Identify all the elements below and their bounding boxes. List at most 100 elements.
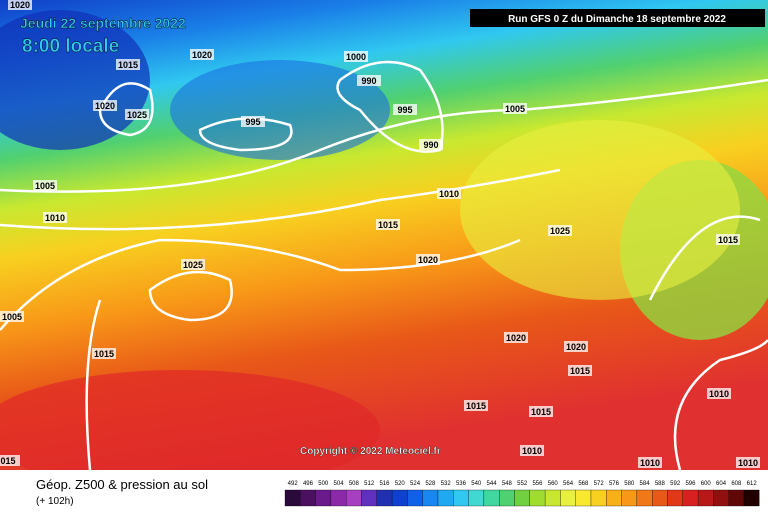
scale-swatch	[514, 489, 530, 507]
scale-swatch	[560, 489, 576, 507]
isobar-label: 995	[397, 105, 412, 115]
isobar-label: 1015	[466, 401, 486, 411]
isobar-label: 1025	[127, 110, 147, 120]
isobar-label-bg	[116, 59, 140, 70]
scale-label: 504	[334, 481, 345, 487]
scale-label: 584	[640, 481, 651, 487]
scale-swatch	[575, 489, 592, 507]
isobar-label: 015	[0, 456, 15, 466]
isobar-label: 1000	[346, 52, 366, 62]
isobar-label: 1025	[183, 260, 203, 270]
isobar-label-bg	[0, 311, 24, 322]
isobar-label-bg	[181, 259, 205, 270]
scale-swatch	[529, 489, 546, 507]
scale-label: 572	[594, 481, 605, 487]
scale-label: 524	[410, 481, 421, 487]
isobar-label: 1020	[10, 0, 30, 10]
scale-label: 592	[670, 481, 681, 487]
isobar-label-bg	[241, 116, 265, 127]
isobar-label: 1015	[94, 349, 114, 359]
scale-swatch	[728, 489, 745, 507]
isobar-label-bg	[716, 234, 740, 245]
scale-label: 580	[624, 481, 635, 487]
scale-swatch	[652, 489, 668, 507]
scale-swatch	[499, 489, 515, 507]
isobar-label-bg	[707, 388, 731, 399]
isobar-label: 1010	[522, 446, 542, 456]
isobar-label: 1020	[566, 342, 586, 352]
scale-label: 548	[502, 481, 513, 487]
scale-swatch	[697, 489, 714, 507]
isobar-label-bg	[564, 341, 588, 352]
isobar-label: 1010	[45, 213, 65, 223]
isobar-label-bg	[93, 100, 117, 111]
isobar-label-bg	[33, 180, 57, 191]
isobar-labels: 1020 1015 1020 1025 1020 995 1000 990 995 990 1005…	[0, 0, 760, 468]
scale-swatch	[483, 489, 500, 507]
scale-swatch	[453, 489, 469, 507]
scale-swatch	[636, 489, 653, 507]
scale-swatch	[315, 489, 332, 507]
scale-label: 512	[364, 481, 375, 487]
scale-swatch	[468, 489, 485, 507]
scale-swatch	[346, 489, 362, 507]
isobar-label: 1005	[35, 181, 55, 191]
scale-swatch	[284, 489, 301, 507]
scale-label: 544	[487, 481, 498, 487]
scale-label: 604	[716, 481, 727, 487]
isobar-label: 1020	[418, 255, 438, 265]
scale-label: 564	[563, 481, 574, 487]
scale-label: 596	[685, 481, 696, 487]
scale-label: 500	[318, 481, 329, 487]
isobar-label-bg	[736, 457, 760, 468]
scale-swatch	[590, 489, 607, 507]
scale-swatch	[330, 489, 347, 507]
scale-label: 528	[425, 481, 436, 487]
scale-swatch	[621, 489, 638, 507]
scale-label: 612	[747, 481, 758, 487]
scale-swatch	[361, 489, 377, 507]
scale-swatch	[391, 489, 408, 507]
isobar-label-bg	[520, 445, 544, 456]
scale-label: 560	[548, 481, 559, 487]
isobar-label: 1020	[95, 101, 115, 111]
isobar-label: 1015	[718, 235, 738, 245]
isobar-label: 1015	[378, 220, 398, 230]
isobar-label-bg	[357, 75, 381, 86]
scale-swatch	[300, 489, 316, 507]
isobar-label: 1020	[506, 333, 526, 343]
scale-label: 608	[731, 481, 742, 487]
isobar-label: 1015	[531, 407, 551, 417]
isobar-label-bg	[568, 365, 592, 376]
isobar-label: 1025	[550, 226, 570, 236]
isobar-label-bg	[43, 212, 67, 223]
isobar-label: 1005	[2, 312, 22, 322]
scale-label: 576	[609, 481, 620, 487]
scale-label: 492	[288, 481, 299, 487]
isobar-label-bg	[0, 455, 20, 466]
scale-swatch	[713, 489, 729, 507]
scale-label: 556	[532, 481, 543, 487]
scale-swatch	[606, 489, 622, 507]
isobar-label-bg	[529, 406, 553, 417]
run-banner	[470, 9, 765, 27]
isobar-label-bg	[419, 139, 443, 150]
scale-swatch	[544, 489, 561, 507]
field	[0, 370, 380, 490]
scale-label: 508	[349, 481, 360, 487]
scale-label: 520	[395, 481, 406, 487]
scale-swatch	[743, 489, 760, 507]
date-label: Jeudi 22 septembre 2022	[20, 15, 186, 31]
scale-swatch	[682, 489, 699, 507]
scale-label: 532	[441, 481, 452, 487]
scale-label: 600	[701, 481, 712, 487]
isobar-label: 1010	[709, 389, 729, 399]
run-label: Run GFS 0 Z du Dimanche 18 septembre 202…	[508, 14, 726, 25]
scale-swatch	[407, 489, 423, 507]
isobar-label: 990	[423, 140, 438, 150]
isobar-label-bg	[503, 103, 527, 114]
scale-swatch	[667, 489, 683, 507]
scale-label: 552	[517, 481, 528, 487]
isobar-label-bg	[416, 254, 440, 265]
